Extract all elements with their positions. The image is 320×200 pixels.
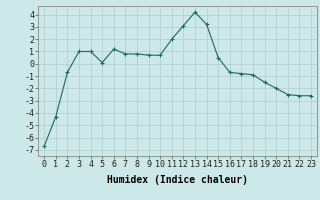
- X-axis label: Humidex (Indice chaleur): Humidex (Indice chaleur): [107, 175, 248, 185]
